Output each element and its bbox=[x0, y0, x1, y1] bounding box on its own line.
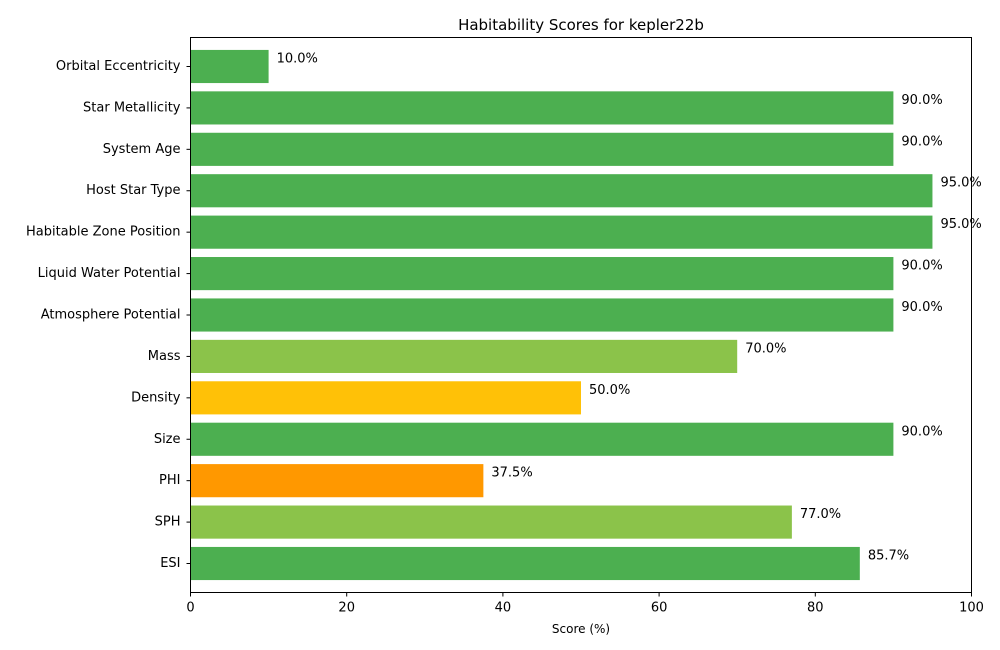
value-label-habitable-zone-position: 95.0% bbox=[940, 217, 981, 232]
value-label-esi: 85.7% bbox=[868, 549, 909, 564]
x-axis-ticks: 0 20 40 60 80 100 bbox=[186, 592, 984, 616]
bar-liquid-water-potential bbox=[190, 257, 894, 291]
x-tick-label-100: 100 bbox=[959, 601, 984, 616]
bar-mass bbox=[190, 339, 738, 373]
bar-size bbox=[190, 422, 894, 456]
value-label-host-star-type: 95.0% bbox=[940, 176, 981, 191]
y-tick-label-sph: SPH bbox=[155, 515, 181, 530]
y-tick-label-phi: PHI bbox=[159, 473, 180, 488]
y-tick-label-liquid-water-potential: Liquid Water Potential bbox=[38, 266, 181, 281]
bar-atmosphere-potential bbox=[190, 298, 894, 332]
value-label-mass: 70.0% bbox=[745, 341, 786, 356]
x-tick-label-80: 80 bbox=[807, 601, 824, 616]
value-label-atmosphere-potential: 90.0% bbox=[901, 300, 942, 315]
x-tick-label-60: 60 bbox=[651, 601, 668, 616]
y-tick-label-habitable-zone-position: Habitable Zone Position bbox=[26, 225, 181, 240]
bar-star-metallicity bbox=[190, 91, 894, 125]
y-tick-label-size: Size bbox=[154, 432, 181, 447]
y-tick-label-density: Density bbox=[131, 390, 181, 405]
value-label-phi: 37.5% bbox=[491, 466, 532, 481]
value-label-orbital-eccentricity: 10.0% bbox=[277, 51, 318, 66]
value-label-system-age: 90.0% bbox=[901, 134, 942, 149]
chart-title: Habitability Scores for kepler22b bbox=[458, 16, 704, 34]
bar-host-star-type bbox=[190, 174, 933, 208]
value-label-liquid-water-potential: 90.0% bbox=[901, 259, 942, 274]
x-tick-label-20: 20 bbox=[338, 601, 355, 616]
y-tick-label-esi: ESI bbox=[160, 556, 180, 571]
x-axis-label: Score (%) bbox=[552, 622, 610, 636]
x-tick-label-40: 40 bbox=[495, 601, 512, 616]
value-label-density: 50.0% bbox=[589, 383, 630, 398]
bar-orbital-eccentricity bbox=[190, 49, 269, 84]
y-tick-label-atmosphere-potential: Atmosphere Potential bbox=[41, 308, 181, 323]
y-tick-label-mass: Mass bbox=[148, 349, 181, 364]
plot-frame bbox=[190, 37, 972, 593]
value-label-size: 90.0% bbox=[901, 424, 942, 439]
y-axis-ticks: ESI SPH PHI Size Density Mass Atmosphere Poten… bbox=[26, 59, 191, 571]
bar-esi bbox=[190, 546, 860, 581]
bar-density bbox=[190, 381, 581, 415]
bar-phi bbox=[190, 464, 484, 498]
bar-habitable-zone-position bbox=[190, 215, 933, 249]
value-label-sph: 77.0% bbox=[800, 507, 841, 522]
x-tick-label-0: 0 bbox=[186, 601, 194, 616]
bar-system-age bbox=[190, 132, 894, 166]
y-tick-label-system-age: System Age bbox=[103, 142, 181, 157]
y-tick-label-star-metallicity: Star Metallicity bbox=[83, 100, 181, 115]
y-tick-label-host-star-type: Host Star Type bbox=[86, 183, 180, 198]
value-label-star-metallicity: 90.0% bbox=[901, 93, 942, 108]
bars-group bbox=[190, 49, 933, 581]
bar-sph bbox=[190, 505, 792, 539]
y-tick-label-orbital-eccentricity: Orbital Eccentricity bbox=[56, 59, 181, 74]
